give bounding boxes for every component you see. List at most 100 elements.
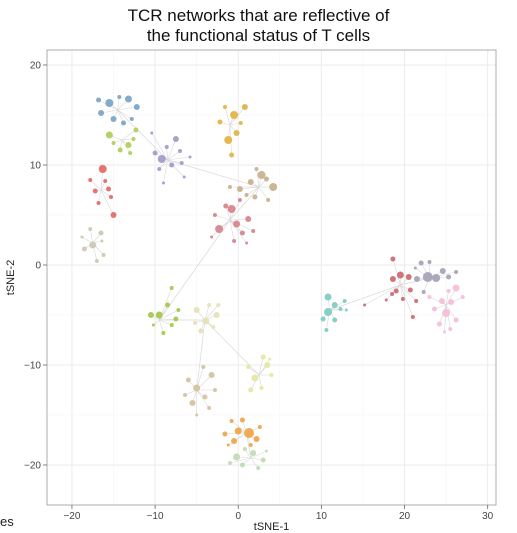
point-6-1 xyxy=(269,183,278,191)
point-8-5 xyxy=(169,323,174,327)
point-17-3 xyxy=(448,299,455,305)
point-7-8 xyxy=(232,239,237,243)
edge-12-7 xyxy=(231,420,247,434)
edge-2-1 xyxy=(167,138,177,161)
point-15-4 xyxy=(407,287,413,293)
y-tick-label-4: 20 xyxy=(30,61,42,72)
point-14-2 xyxy=(331,302,338,308)
point-9-6 xyxy=(207,303,212,307)
point-3-6 xyxy=(238,121,243,125)
point-8-2 xyxy=(173,316,179,322)
point-12-4 xyxy=(222,431,228,437)
point-7-6 xyxy=(212,213,217,217)
x-tick-label-1: −10 xyxy=(147,511,164,522)
point-10-1 xyxy=(208,372,215,378)
point-14-8 xyxy=(344,308,348,312)
edge-7-3 xyxy=(229,218,249,221)
point-2-10 xyxy=(161,181,165,185)
point-16-6 xyxy=(421,290,426,294)
point-1-1 xyxy=(125,142,132,148)
edge-2-10 xyxy=(163,159,168,184)
edge-17-10 xyxy=(445,304,451,330)
plot-border xyxy=(46,49,497,506)
point-12-5 xyxy=(239,417,245,423)
x-tick-label-3: 10 xyxy=(316,511,328,522)
point-4-6 xyxy=(109,195,114,199)
point-6-6 xyxy=(244,193,249,197)
point-2-7 xyxy=(164,145,169,149)
point-13-5 xyxy=(256,466,261,470)
point-13-2 xyxy=(239,462,245,468)
point-15-9 xyxy=(390,292,395,296)
point-14-5 xyxy=(338,307,343,311)
edge-17-9 xyxy=(429,296,447,306)
point-6-0 xyxy=(257,171,266,179)
edge-11-3 xyxy=(258,356,264,376)
x-axis: −20 −10 0 10 20 30 xyxy=(63,505,494,522)
y-axis-label: tSNE-2 xyxy=(5,260,17,295)
y-tick-label-3: 10 xyxy=(30,161,42,172)
point-0-3 xyxy=(133,104,140,110)
point-6-8 xyxy=(266,198,271,202)
point-11-0 xyxy=(251,374,259,382)
point-2-6 xyxy=(179,161,184,165)
point-2-0 xyxy=(157,155,166,163)
point-0-7 xyxy=(129,117,134,121)
x-tick-label-0: −20 xyxy=(63,511,80,522)
point-8-7 xyxy=(169,286,174,290)
point-17-9 xyxy=(427,295,432,299)
x-tick-label-5: 30 xyxy=(482,511,494,522)
point-0-0 xyxy=(105,99,114,107)
point-17-2 xyxy=(438,298,445,304)
edge-4-5 xyxy=(90,179,102,191)
point-17-7 xyxy=(446,289,451,293)
point-4-4 xyxy=(96,201,101,205)
edge-12-4 xyxy=(224,432,247,435)
point-2-4 xyxy=(178,149,183,153)
point-1-0 xyxy=(105,131,113,139)
x-tick-label-2: 0 xyxy=(235,511,241,522)
edge-10-8 xyxy=(196,389,210,409)
edge-8-2 xyxy=(159,318,176,321)
edge-4-6 xyxy=(100,189,112,198)
edge-6-9 xyxy=(256,168,260,188)
point-16-8 xyxy=(454,270,459,274)
point-16-9 xyxy=(413,266,417,270)
point-13-3 xyxy=(260,457,266,463)
edge-12-9 xyxy=(228,432,247,446)
point-11-4 xyxy=(269,373,274,377)
point-0-4 xyxy=(110,116,117,122)
point-0-5 xyxy=(120,120,126,126)
chart-title-line-1: TCR networks that are reflective of xyxy=(127,6,390,25)
point-13-6 xyxy=(242,447,247,451)
point-11-6 xyxy=(246,365,251,369)
point-2-1 xyxy=(172,136,179,142)
edge-4-1 xyxy=(100,189,114,216)
point-16-0 xyxy=(422,272,433,282)
cluster-link-9 xyxy=(204,319,260,376)
point-14-7 xyxy=(342,299,347,303)
point-15-2 xyxy=(389,276,396,282)
point-16-1 xyxy=(432,274,441,282)
edge-0-7 xyxy=(117,109,132,120)
point-11-5 xyxy=(259,386,264,390)
point-7-2 xyxy=(233,220,241,228)
edge-15-7 xyxy=(400,284,417,302)
point-9-5 xyxy=(193,321,198,325)
edge-15-6 xyxy=(400,284,404,300)
point-13-1 xyxy=(250,450,257,456)
point-15-11 xyxy=(384,298,388,302)
point-9-1 xyxy=(193,307,200,313)
point-10-9 xyxy=(195,413,199,417)
edge-0-3 xyxy=(117,106,137,111)
edge-6-6 xyxy=(246,186,260,196)
x-axis-label: tSNE-1 xyxy=(254,521,289,533)
point-10-6 xyxy=(201,365,206,369)
edge-9-6 xyxy=(204,304,210,321)
point-5-3 xyxy=(101,253,106,257)
edge-4-4 xyxy=(98,189,102,204)
edge-13-7 xyxy=(250,450,267,459)
edge-17-7 xyxy=(445,290,449,306)
point-4-7 xyxy=(103,179,108,183)
edge-11-6 xyxy=(248,366,260,376)
